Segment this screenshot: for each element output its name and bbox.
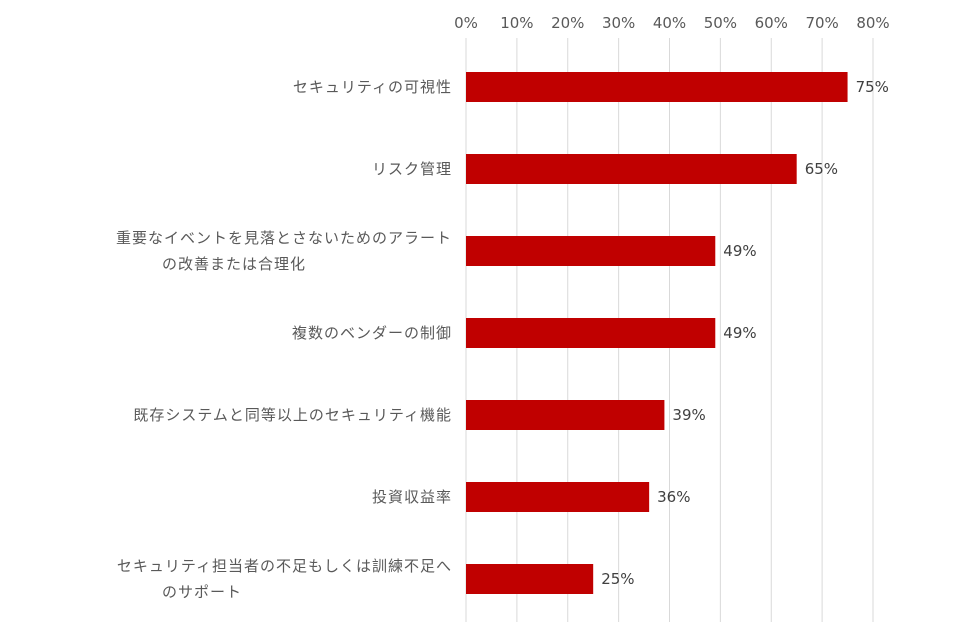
category-label: 既存システムと同等以上のセキュリティ機能 (133, 406, 452, 424)
x-tick-label: 40% (653, 14, 686, 32)
category-labels: セキュリティの可視性リスク管理重要なイベントを見落とさないためのアラートの改善ま… (116, 78, 452, 601)
bar (466, 72, 848, 102)
category-label-line: 重要なイベントを見落とさないためのアラート (116, 229, 452, 247)
category-label-line: 既存システムと同等以上のセキュリティ機能 (133, 406, 452, 424)
category-label: 投資収益率 (372, 488, 452, 506)
bar (466, 400, 665, 430)
bar (466, 154, 797, 184)
bar (466, 564, 594, 594)
x-tick-label: 60% (755, 14, 788, 32)
x-tick-label: 70% (805, 14, 838, 32)
category-label-line: 複数のベンダーの制御 (292, 324, 452, 342)
data-label: 36% (657, 488, 690, 506)
data-label: 25% (601, 570, 634, 588)
bar (466, 482, 650, 512)
x-tick-label: 30% (602, 14, 635, 32)
data-label: 75% (856, 78, 889, 96)
x-tick-label: 10% (500, 14, 533, 32)
x-tick-label: 20% (551, 14, 584, 32)
x-tick-label: 50% (704, 14, 737, 32)
category-label-line: のサポート (162, 583, 242, 601)
x-tick-label: 80% (856, 14, 889, 32)
data-labels: 75% 65% 49% 49% 39% 36% 25% (601, 78, 889, 588)
bar (466, 318, 716, 348)
category-label-line: 投資収益率 (372, 488, 452, 506)
data-label: 65% (805, 160, 838, 178)
category-label: セキュリティの可視性 (293, 78, 452, 96)
x-axis-ticks: 0% 10% 20% 30% 40% 50% 60% 70% 80% (454, 14, 890, 32)
bar (466, 236, 716, 266)
category-label-line: の改善または合理化 (162, 255, 306, 273)
data-label: 39% (672, 406, 705, 424)
category-label-line: セキュリティの可視性 (293, 78, 452, 96)
category-label: リスク管理 (372, 160, 452, 178)
data-label: 49% (723, 324, 756, 342)
category-label: 複数のベンダーの制御 (292, 324, 452, 342)
x-tick-label: 0% (454, 14, 478, 32)
data-label: 49% (723, 242, 756, 260)
category-label-line: セキュリティ担当者の不足もしくは訓練不足へ (117, 557, 452, 575)
bars (466, 72, 848, 594)
category-label-line: リスク管理 (372, 160, 452, 178)
